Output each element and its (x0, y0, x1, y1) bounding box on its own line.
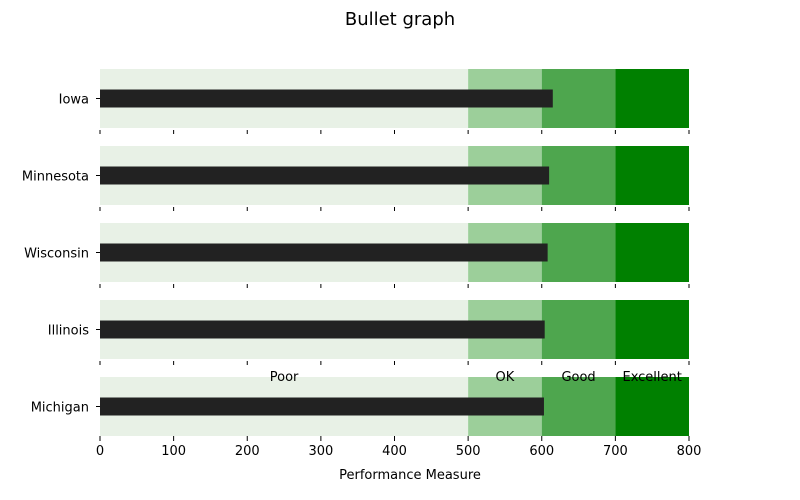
bullet-row-illinois: Illinois (48, 300, 690, 365)
x-tick-label: 800 (677, 444, 702, 459)
chart-title: Bullet graph (345, 9, 455, 30)
category-label: Michigan (31, 401, 89, 416)
range-label-excellent: Excellent (622, 370, 681, 385)
bullet-panels: Iowa Minnesota Wisconsin Illinois Michigan Po… (22, 69, 690, 436)
performance-bar (100, 166, 550, 185)
category-label: Wisconsin (24, 247, 89, 262)
x-tick-label: 100 (161, 444, 186, 459)
x-tick-label: 400 (382, 444, 407, 459)
performance-bar (100, 243, 548, 262)
bullet-row-minnesota: Minnesota (22, 146, 690, 211)
range-band-excellent (615, 223, 689, 282)
x-tick-label: 500 (456, 444, 481, 459)
range-band-good (541, 223, 616, 282)
range-band-good (541, 146, 616, 205)
bullet-row-michigan: Michigan Poor OK Good Excellent (31, 370, 689, 436)
x-tick-label: 600 (529, 444, 554, 459)
x-tick-label: 700 (603, 444, 628, 459)
range-band-excellent (615, 146, 689, 205)
x-tick-label: 300 (308, 444, 333, 459)
range-band-excellent (615, 69, 689, 128)
category-label: Illinois (48, 324, 89, 339)
bullet-row-wisconsin: Wisconsin (24, 223, 690, 288)
range-band-good (541, 300, 616, 359)
bullet-row-iowa: Iowa (59, 69, 690, 134)
category-label: Iowa (59, 93, 89, 108)
x-axis: 0 100 200 300 400 500 600 700 800 (96, 436, 702, 459)
x-tick-label: 0 (96, 444, 104, 459)
range-band-good (541, 69, 616, 128)
range-label-poor: Poor (270, 370, 299, 385)
range-label-good: Good (561, 370, 595, 385)
range-label-ok: OK (496, 370, 515, 385)
performance-bar (100, 397, 544, 416)
range-band-excellent (615, 377, 689, 436)
performance-bar (100, 89, 553, 108)
range-band-good (541, 377, 616, 436)
performance-bar (100, 320, 545, 339)
category-label: Minnesota (22, 170, 89, 185)
range-band-excellent (615, 300, 689, 359)
x-axis-label: Performance Measure (339, 468, 481, 483)
x-tick-label: 200 (235, 444, 260, 459)
